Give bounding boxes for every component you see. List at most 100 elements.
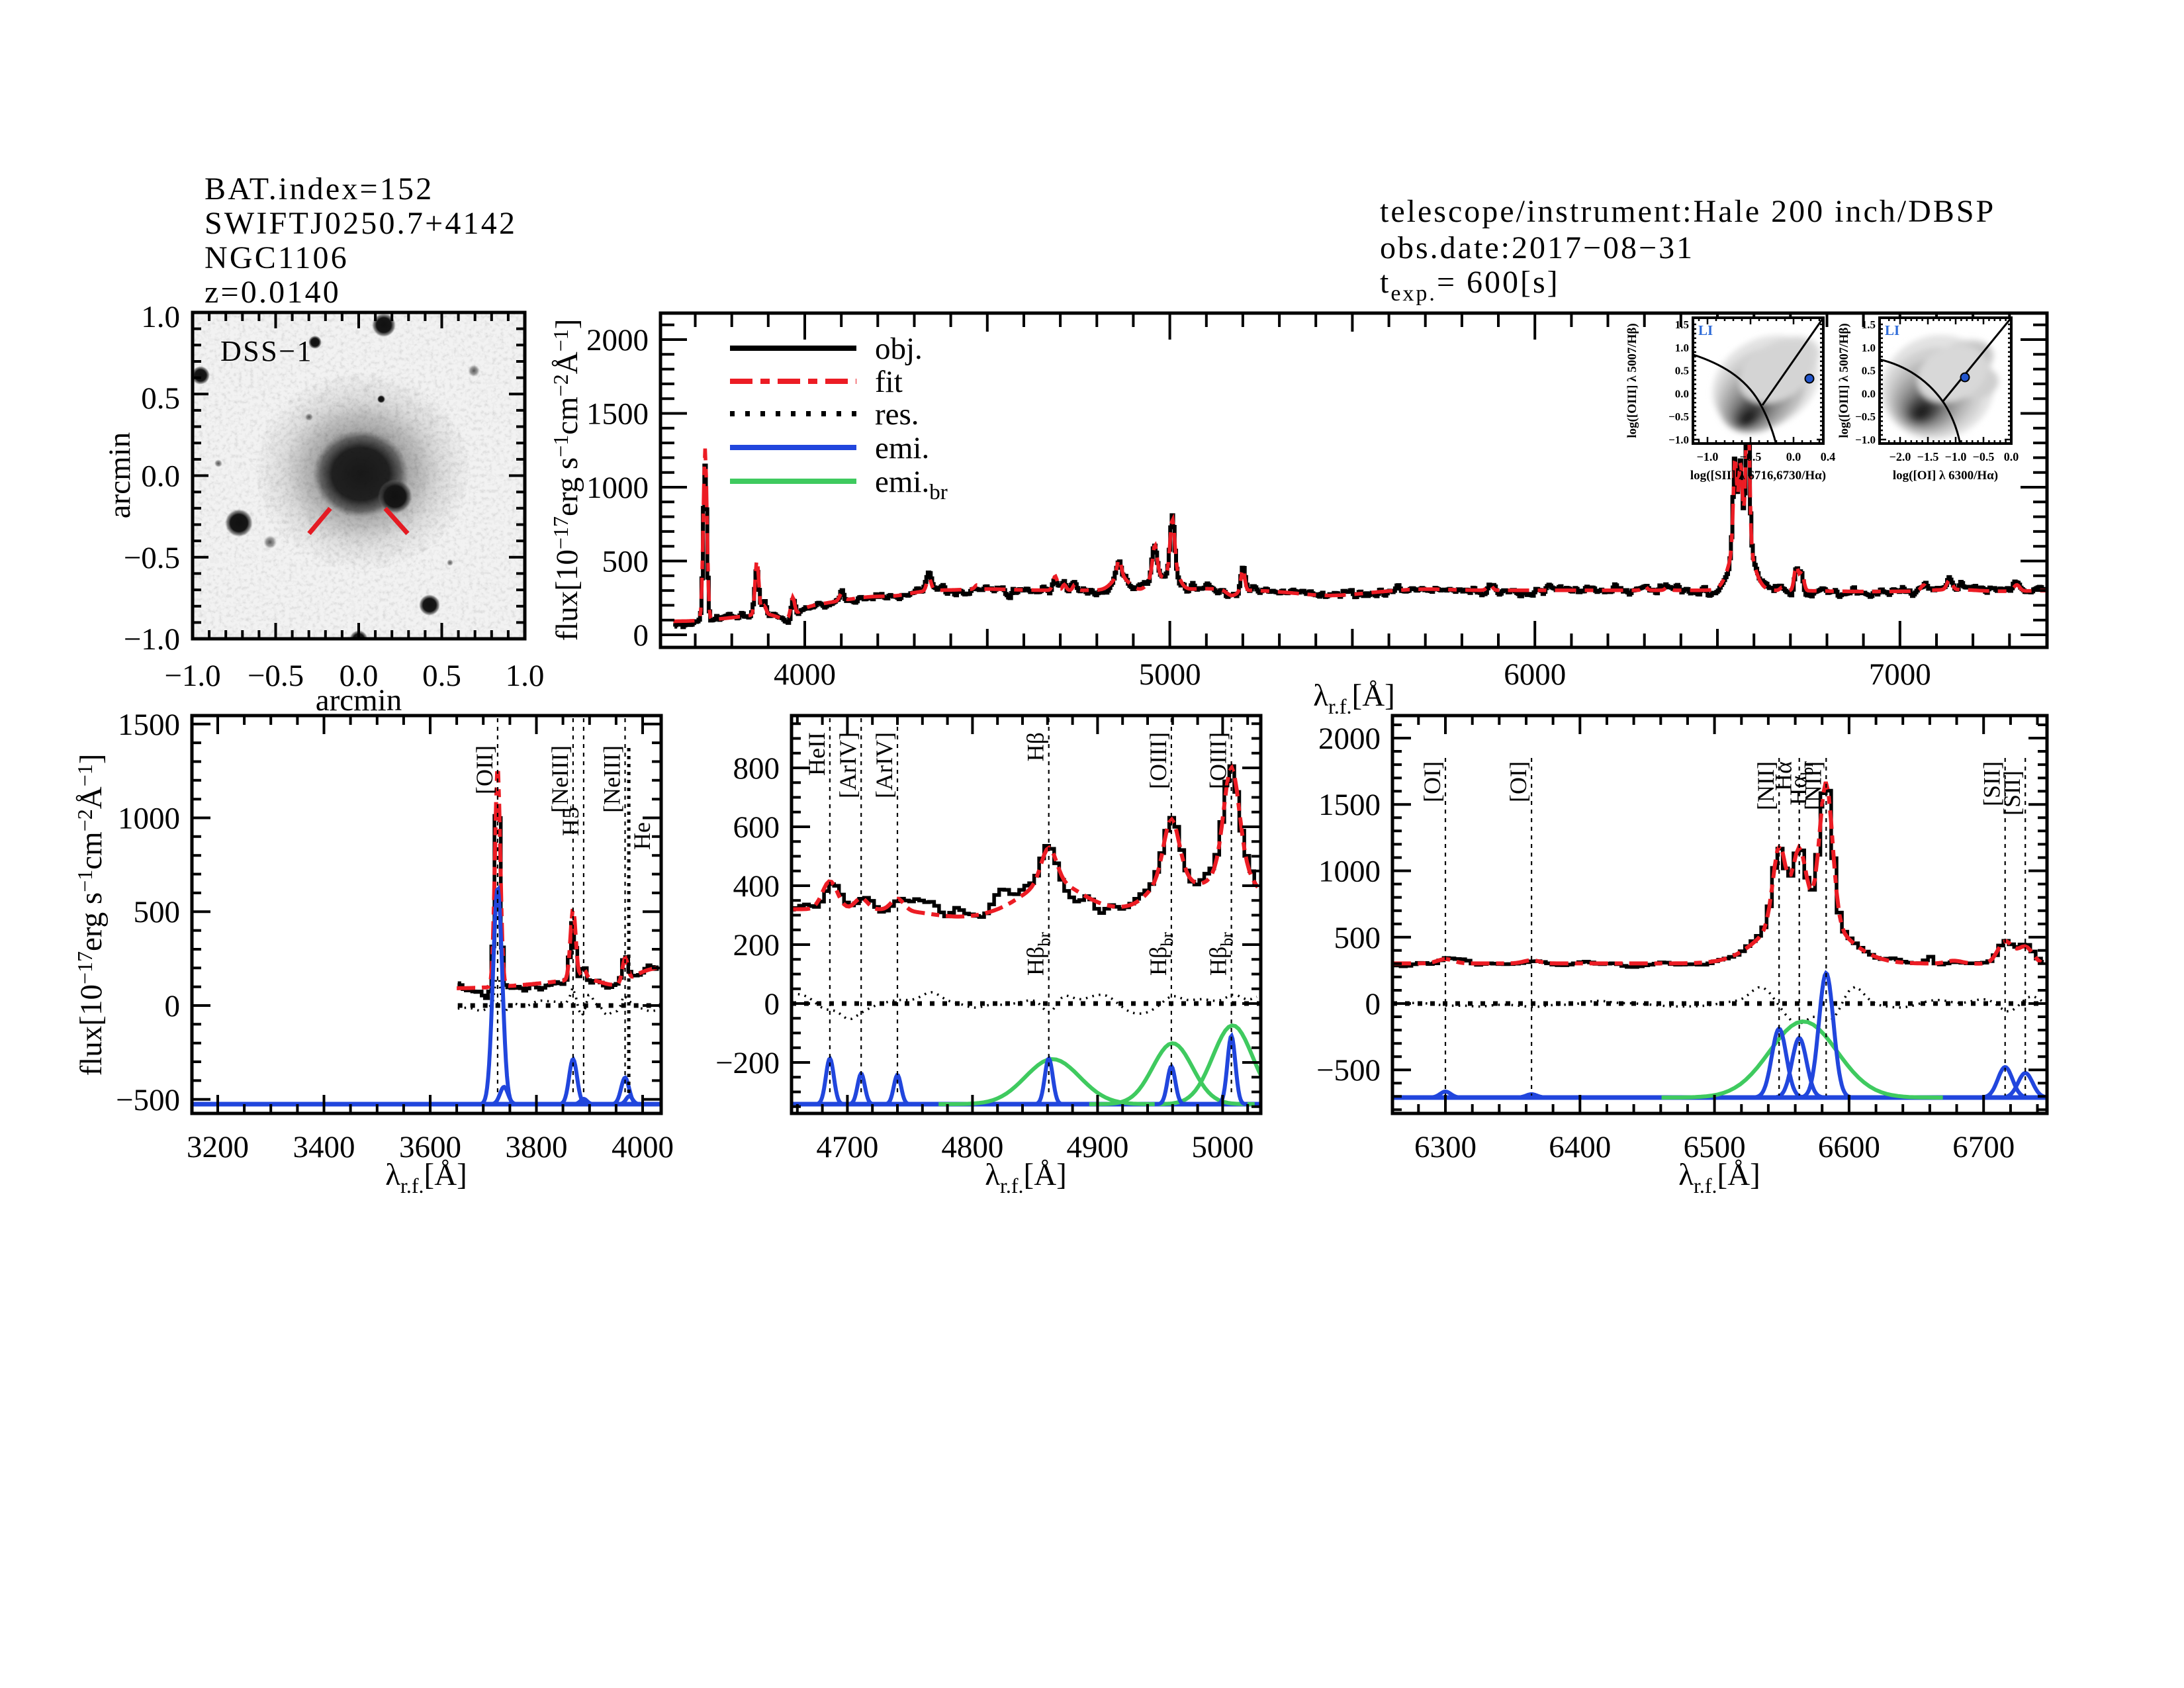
svg-text:flux[10−17erg s−1cm−2Å−1]: flux[10−17erg s−1cm−2Å−1]: [549, 319, 584, 641]
svg-text:6000: 6000: [1504, 657, 1566, 692]
svg-text:1500: 1500: [1318, 788, 1381, 822]
svg-text:5000: 5000: [1139, 657, 1201, 692]
svg-text:−0.5: −0.5: [1973, 450, 1995, 463]
svg-text:5000: 5000: [1191, 1130, 1253, 1164]
svg-text:3400: 3400: [293, 1130, 355, 1164]
svg-text:[OIII]: [OIII]: [1205, 732, 1232, 789]
svg-text:λr.f.[Å]: λr.f.[Å]: [1313, 679, 1395, 718]
svg-text:400: 400: [733, 869, 780, 904]
svg-text:−0.5: −0.5: [248, 659, 304, 693]
svg-text:0.5: 0.5: [1675, 365, 1689, 377]
svg-text:NGC1106: NGC1106: [205, 240, 349, 275]
svg-text:λr.f.[Å]: λr.f.[Å]: [985, 1158, 1067, 1197]
svg-text:1.0: 1.0: [141, 300, 180, 334]
svg-text:−2.0: −2.0: [1889, 450, 1911, 463]
svg-text:fit: fit: [875, 365, 903, 399]
svg-text:1.0: 1.0: [1862, 342, 1876, 354]
svg-text:0.4: 0.4: [1821, 450, 1836, 463]
svg-text:telescope/instrument:Hale 200: telescope/instrument:Hale 200 inch/DBSP: [1380, 194, 1995, 229]
svg-text:0.5: 0.5: [422, 659, 461, 693]
svg-text:0.0: 0.0: [1862, 387, 1876, 400]
svg-text:6400: 6400: [1549, 1130, 1611, 1164]
svg-text:500: 500: [602, 545, 649, 579]
svg-text:LI: LI: [1885, 322, 1899, 338]
svg-text:1.5: 1.5: [1862, 318, 1876, 331]
svg-text:log([SII] λ 6716,6730/Hα): log([SII] λ 6716,6730/Hα): [1690, 469, 1826, 483]
svg-text:−0.5: −0.5: [124, 541, 180, 575]
svg-text:[NeIII]: [NeIII]: [547, 745, 573, 813]
svg-text:[NII]: [NII]: [1752, 761, 1779, 810]
svg-text:1000: 1000: [1318, 855, 1381, 889]
svg-text:−1.5: −1.5: [1917, 450, 1939, 463]
svg-text:log([OIII] λ 5007/Hβ): log([OIII] λ 5007/Hβ): [1625, 323, 1639, 438]
svg-text:0: 0: [1365, 987, 1381, 1021]
svg-text:DSS−1: DSS−1: [220, 335, 313, 367]
svg-text:500: 500: [1334, 921, 1381, 955]
svg-text:0.5: 0.5: [141, 381, 180, 416]
svg-text:4800: 4800: [941, 1130, 1003, 1164]
svg-text:[OI]: [OI]: [1505, 761, 1531, 802]
svg-text:4900: 4900: [1066, 1130, 1128, 1164]
svg-text:600: 600: [733, 810, 780, 845]
svg-text:obs.date:2017−08−31: obs.date:2017−08−31: [1380, 230, 1694, 265]
svg-text:HeII: HeII: [803, 732, 830, 776]
svg-text:BAT.index=152: BAT.index=152: [205, 171, 433, 207]
svg-text:2000: 2000: [586, 323, 649, 357]
svg-text:3600: 3600: [399, 1130, 461, 1164]
svg-text:log([OIII] λ 5007/Hβ): log([OIII] λ 5007/Hβ): [1837, 323, 1851, 438]
svg-text:−1.0: −1.0: [1855, 434, 1876, 446]
svg-text:1.5: 1.5: [1675, 318, 1689, 331]
svg-text:1000: 1000: [586, 471, 649, 505]
svg-text:−0.5: −0.5: [1668, 410, 1689, 423]
svg-text:[OII]: [OII]: [471, 745, 498, 794]
svg-text:obj.: obj.: [875, 332, 923, 366]
svg-text:1500: 1500: [118, 708, 180, 742]
svg-text:0.0: 0.0: [1786, 450, 1801, 463]
svg-text:λr.f.[Å]: λr.f.[Å]: [385, 1158, 467, 1197]
svg-text:6500: 6500: [1684, 1130, 1746, 1164]
svg-text:6600: 6600: [1818, 1130, 1880, 1164]
svg-text:0: 0: [165, 989, 181, 1023]
svg-text:−1.0: −1.0: [1668, 434, 1689, 446]
svg-text:[OIII]: [OIII]: [1145, 732, 1171, 789]
svg-text:flux[10−17erg s−1cm−2Å−1]: flux[10−17erg s−1cm−2Å−1]: [73, 754, 109, 1076]
svg-text:6300: 6300: [1414, 1130, 1477, 1164]
svg-text:−200: −200: [715, 1046, 780, 1080]
svg-text:0.0: 0.0: [1675, 387, 1689, 400]
svg-text:0.0: 0.0: [141, 459, 180, 494]
svg-text:He: He: [629, 822, 655, 850]
svg-text:LI: LI: [1698, 322, 1713, 338]
svg-text:200: 200: [733, 928, 780, 962]
svg-text:7000: 7000: [1869, 657, 1931, 692]
svg-text:arcmin: arcmin: [103, 432, 137, 519]
svg-text:[ArIV]: [ArIV]: [835, 732, 861, 798]
svg-text:1000: 1000: [118, 802, 180, 836]
svg-text:0: 0: [764, 987, 780, 1021]
svg-text:500: 500: [134, 895, 181, 929]
svg-text:4000: 4000: [612, 1130, 674, 1164]
svg-text:−1.0: −1.0: [1697, 450, 1719, 463]
svg-text:1.0: 1.0: [1675, 342, 1689, 354]
svg-text:−500: −500: [116, 1083, 180, 1117]
svg-text:2000: 2000: [1318, 722, 1381, 756]
svg-text:3200: 3200: [187, 1130, 249, 1164]
svg-text:z=0.0140: z=0.0140: [205, 275, 341, 310]
svg-text:−0.5: −0.5: [1855, 410, 1876, 423]
svg-text:λr.f.[Å]: λr.f.[Å]: [1678, 1158, 1760, 1197]
svg-text:Hα: Hα: [1770, 761, 1797, 791]
svg-text:4000: 4000: [774, 657, 836, 692]
svg-text:[SII]: [SII]: [1979, 761, 2005, 806]
svg-text:0.0: 0.0: [2004, 450, 2019, 463]
svg-text:4700: 4700: [816, 1130, 878, 1164]
svg-text:−0.5: −0.5: [1740, 450, 1762, 463]
svg-text:arcmin: arcmin: [316, 683, 402, 718]
svg-text:0: 0: [633, 618, 649, 653]
svg-text:1500: 1500: [586, 397, 649, 432]
svg-text:[SII]: [SII]: [1999, 771, 2025, 816]
svg-text:800: 800: [733, 751, 780, 786]
svg-text:[ArIV]: [ArIV]: [871, 732, 897, 798]
svg-text:1.0: 1.0: [506, 659, 545, 693]
svg-text:SWIFTJ0250.7+4142: SWIFTJ0250.7+4142: [205, 206, 517, 241]
svg-text:0.5: 0.5: [1862, 365, 1876, 377]
svg-text:−1.0: −1.0: [164, 659, 220, 693]
